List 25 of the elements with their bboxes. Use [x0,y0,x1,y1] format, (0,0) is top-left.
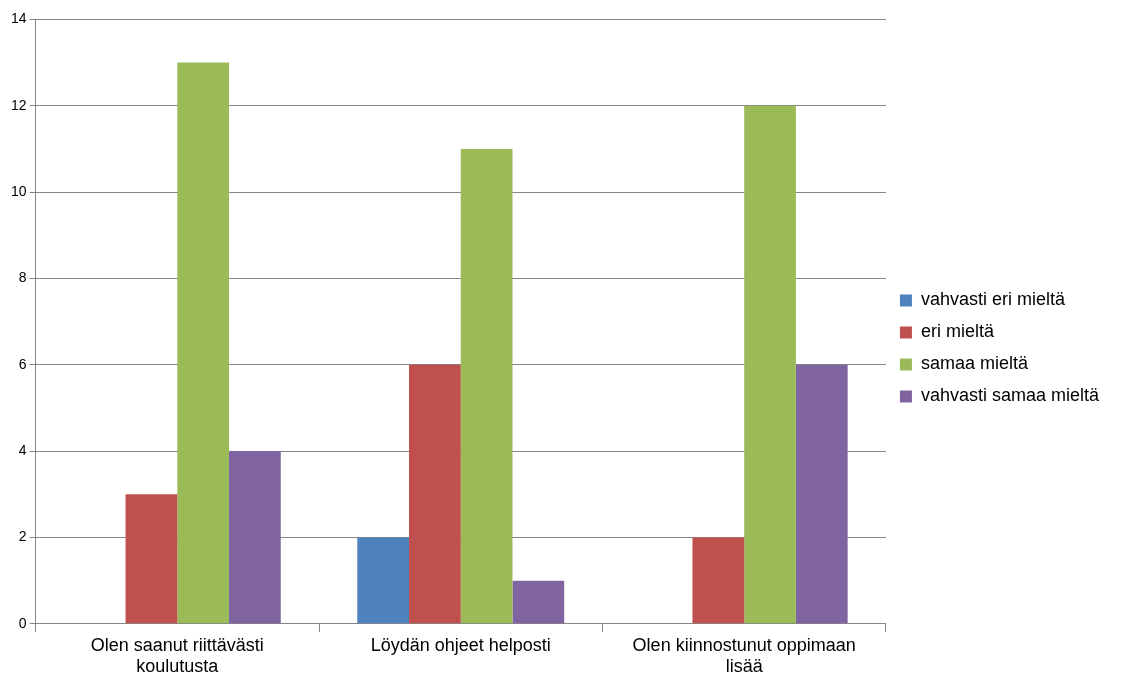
x-tick-label: Olen saanut riittävästi koulutusta [90,634,264,677]
bar [795,364,848,624]
bar [357,537,410,624]
y-tick-label: 10 [10,182,27,199]
y-tick-label: 14 [10,10,27,27]
x-tick-label: Löydän ohjeet helposti [370,634,551,655]
bar [229,451,281,624]
legend-label: samaa mieltä [920,353,1029,374]
legend-label: vahvasti eri mieltä [920,289,1066,310]
bar [744,105,796,624]
y-tick-label: 4 [18,441,27,458]
bar [177,62,230,624]
bar [512,580,565,624]
legend-label: eri mieltä [920,321,995,342]
y-tick-label: 2 [18,528,27,545]
bar [460,148,513,624]
y-tick-label: 0 [18,614,27,631]
y-tick-label: 8 [18,269,27,286]
bar [409,364,461,624]
y-tick-label: 6 [18,355,27,372]
y-tick-label: 12 [10,96,27,113]
legend-label: vahvasti samaa mieltä [920,385,1100,406]
bar [692,537,745,624]
bar [125,494,178,624]
x-tick-label: Olen kiinnostunut oppimaan lisää [632,634,856,677]
